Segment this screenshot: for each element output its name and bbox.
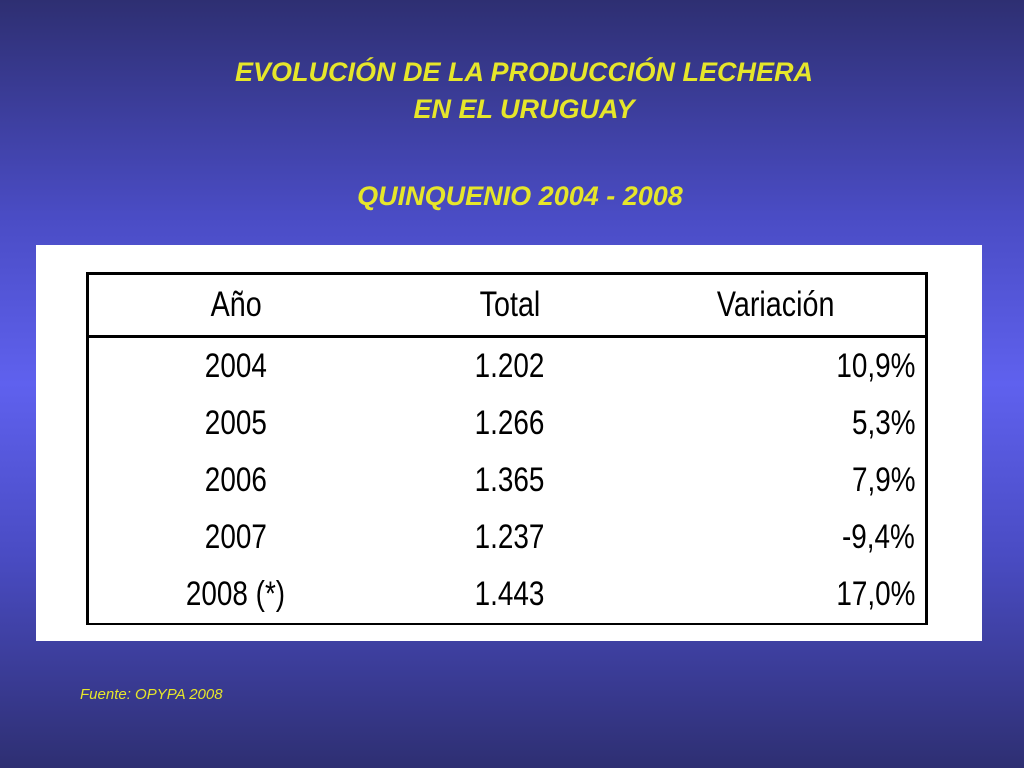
cell-total: 1.365 (474, 461, 545, 499)
cell-variation: 17,0% (637, 566, 929, 625)
cell-variation: 10,9% (637, 336, 929, 395)
table-row: 2007 1.237 -9,4% (86, 509, 929, 566)
cell-year: 2006 (86, 452, 383, 509)
header-total: Total (382, 272, 638, 338)
table-row: 2004 1.202 10,9% (86, 336, 929, 395)
table-row: 2006 1.365 7,9% (86, 452, 929, 509)
table-panel: Año Total Variación 2004 1.202 10,9% 200… (36, 245, 982, 641)
production-table: Año Total Variación 2004 1.202 10,9% 200… (86, 272, 929, 625)
cell-total: 1.266 (474, 404, 545, 442)
slide-title-line-1: EVOLUCIÓN DE LA PRODUCCIÓN LECHERA (234, 57, 814, 87)
cell-total: 1.202 (474, 347, 545, 385)
slide-title: EVOLUCIÓN DE LA PRODUCCIÓN LECHERA EN EL… (0, 54, 1024, 128)
header-year: Año (86, 272, 383, 338)
cell-total: 1.237 (474, 518, 545, 556)
cell-year: 2004 (86, 336, 383, 395)
cell-year: 2007 (86, 509, 383, 566)
cell-year: 2008 (*) (86, 566, 383, 625)
cell-variation: -9,4% (637, 509, 929, 566)
header-variation: Variación (637, 272, 929, 338)
slide-title-line-2: EN EL URUGUAY (413, 94, 635, 124)
table-row: 2005 1.266 5,3% (86, 395, 929, 452)
source-note: Fuente: OPYPA 2008 (80, 686, 223, 703)
cell-year: 2005 (86, 395, 383, 452)
slide-subtitle: QUINQUENIO 2004 - 2008 (357, 181, 683, 211)
cell-variation: 7,9% (637, 452, 929, 509)
cell-variation: 5,3% (637, 395, 929, 452)
table-row: 2008 (*) 1.443 17,0% (86, 566, 929, 625)
table-header-row: Año Total Variación (86, 272, 929, 338)
cell-total: 1.443 (382, 566, 638, 625)
